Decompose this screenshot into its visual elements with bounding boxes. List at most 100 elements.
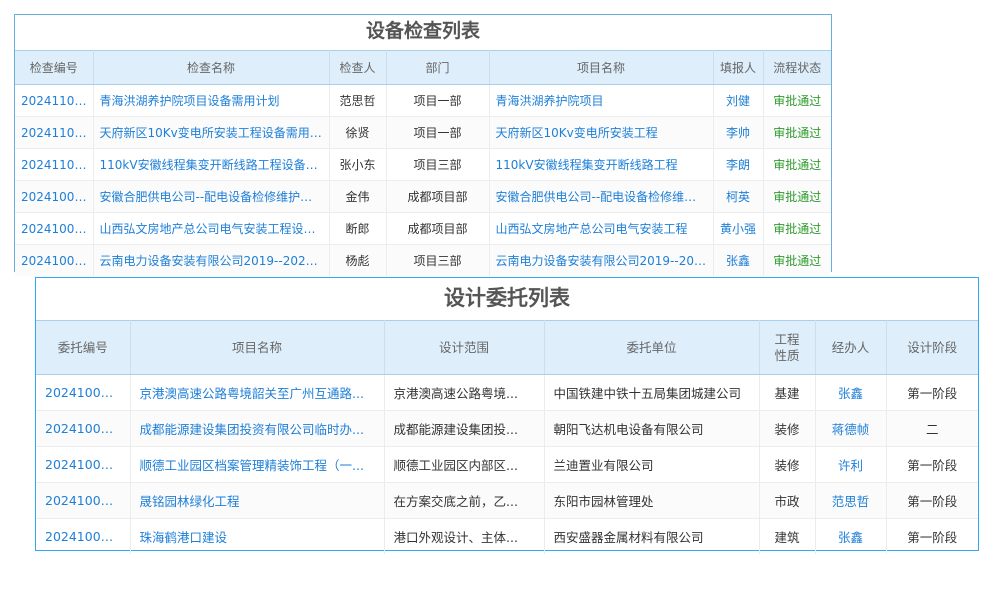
column-header-client-unit[interactable]: 委托单位 xyxy=(544,320,760,375)
project-name-cell[interactable]: 珠海鹤港口建设 xyxy=(130,518,385,554)
department-cell: 项目一部 xyxy=(386,116,490,149)
project-name-cell[interactable]: 天府新区10Kv变电所安装工程 xyxy=(489,116,714,149)
column-header-commission-no[interactable]: 委托编号 xyxy=(36,320,131,375)
handler-cell[interactable]: 范思哲 xyxy=(815,482,887,519)
inspection-list-panel: 设备检查列表 检查编号 检查名称 检查人 部门 项目名称 填报人 流程状态 20241100… xyxy=(14,14,832,276)
inspection-no-cell[interactable]: 20241000... xyxy=(15,180,94,213)
design-stage-cell: 第一阶段 xyxy=(886,482,978,519)
process-status-cell: 审批通过 xyxy=(763,244,831,276)
column-header-inspector[interactable]: 检查人 xyxy=(329,50,387,85)
design-scope-cell: 顺德工业园区内部区... xyxy=(384,446,545,483)
process-status-cell: 审批通过 xyxy=(763,212,831,245)
reporter-cell[interactable]: 黄小强 xyxy=(713,212,764,245)
inspector-cell: 金伟 xyxy=(329,180,387,213)
column-header-process-status[interactable]: 流程状态 xyxy=(763,50,831,85)
inspector-cell: 范思哲 xyxy=(329,84,387,117)
design-scope-cell: 在方案交底之前，乙... xyxy=(384,482,545,519)
department-cell: 项目三部 xyxy=(386,244,490,276)
table-row[interactable]: 2024100001 珠海鹤港口建设 港口外观设计、主体... 西安盛器金属材料有限公… xyxy=(36,518,978,554)
process-status-cell: 审批通过 xyxy=(763,148,831,181)
inspection-no-cell[interactable]: 20241000... xyxy=(15,212,94,245)
table-row[interactable]: 2024100005 京港澳高速公路粤境韶关至广州互通路... 京港澳高速公路粤境.… xyxy=(36,374,978,411)
department-cell: 项目三部 xyxy=(386,148,490,181)
design-stage-cell: 二 xyxy=(886,410,978,447)
process-status-cell: 审批通过 xyxy=(763,180,831,213)
project-name-cell[interactable]: 山西弘文房地产总公司电气安装工程 xyxy=(489,212,714,245)
reporter-cell[interactable]: 柯英 xyxy=(713,180,764,213)
project-type-cell: 市政 xyxy=(759,482,816,519)
design-scope-cell: 港口外观设计、主体... xyxy=(384,518,545,554)
column-header-inspection-no[interactable]: 检查编号 xyxy=(15,50,94,85)
project-name-cell[interactable]: 成都能源建设集团投资有限公司临时办... xyxy=(130,410,385,447)
handler-cell[interactable]: 张鑫 xyxy=(815,518,887,554)
reporter-cell[interactable]: 李帅 xyxy=(713,116,764,149)
reporter-cell[interactable]: 刘健 xyxy=(713,84,764,117)
commission-no-cell[interactable]: 2024100001 xyxy=(36,518,131,554)
inspection-name-cell[interactable]: 天府新区10Kv变电所安装工程设备需用计划 xyxy=(93,116,330,149)
project-name-cell[interactable]: 安徽合肥供电公司--配电设备检修维护... xyxy=(489,180,714,213)
inspection-name-cell[interactable]: 青海洪湖养护院项目设备需用计划 xyxy=(93,84,330,117)
handler-cell[interactable]: 张鑫 xyxy=(815,374,887,411)
commission-no-cell[interactable]: 2024100004 xyxy=(36,410,131,447)
process-status-cell: 审批通过 xyxy=(763,116,831,149)
table-row[interactable]: 2024100003 顺德工业园区档案管理精装饰工程（一... 顺德工业园区内部区.… xyxy=(36,446,978,483)
handler-cell[interactable]: 蒋德帧 xyxy=(815,410,887,447)
column-header-project-name[interactable]: 项目名称 xyxy=(130,320,385,375)
design-list-panel: 设计委托列表 委托编号 项目名称 设计范围 委托单位 工程性质 经办人 设计阶段 20241… xyxy=(35,277,979,554)
department-cell: 成都项目部 xyxy=(386,180,490,213)
project-name-cell[interactable]: 110kV安徽线程集变开断线路工程 xyxy=(489,148,714,181)
inspection-name-cell[interactable]: 山西弘文房地产总公司电气安装工程设备... xyxy=(93,212,330,245)
table-row[interactable]: 2024100004 成都能源建设集团投资有限公司临时办... 成都能源建设集团投.… xyxy=(36,410,978,447)
project-type-cell: 装修 xyxy=(759,446,816,483)
project-name-cell[interactable]: 晟铭园林绿化工程 xyxy=(130,482,385,519)
column-header-project-type[interactable]: 工程性质 xyxy=(759,320,816,375)
commission-no-cell[interactable]: 2024100005 xyxy=(36,374,131,411)
inspector-cell: 张小东 xyxy=(329,148,387,181)
column-header-reporter[interactable]: 填报人 xyxy=(713,50,764,85)
table-row[interactable]: 2024100002 晟铭园林绿化工程 在方案交底之前，乙... 东阳市园林管理处 市政… xyxy=(36,482,978,519)
column-header-project-name[interactable]: 项目名称 xyxy=(489,50,714,85)
commission-no-cell[interactable]: 2024100003 xyxy=(36,446,131,483)
inspection-name-cell[interactable]: 云南电力设备安装有限公司2019--2020年... xyxy=(93,244,330,276)
department-cell: 项目一部 xyxy=(386,84,490,117)
inspection-no-cell[interactable]: 20241000... xyxy=(15,244,94,276)
project-type-cell: 基建 xyxy=(759,374,816,411)
client-unit-cell: 朝阳飞达机电设备有限公司 xyxy=(544,410,760,447)
project-type-cell: 建筑 xyxy=(759,518,816,554)
design-stage-cell: 第一阶段 xyxy=(907,530,958,545)
inspector-cell: 断郎 xyxy=(329,212,387,245)
design-scope-cell: 京港澳高速公路粤境... xyxy=(384,374,545,411)
project-name-cell[interactable]: 青海洪湖养护院项目 xyxy=(489,84,714,117)
column-header-handler[interactable]: 经办人 xyxy=(815,320,887,375)
inspection-no-cell[interactable]: 2024110001 xyxy=(15,148,94,181)
project-name-cell[interactable]: 京港澳高速公路粤境韶关至广州互通路... xyxy=(130,374,385,411)
client-unit-cell: 东阳市园林管理处 xyxy=(544,482,760,519)
design-stage-cell: 第一阶段 xyxy=(886,374,978,411)
table-row[interactable]: 2024110001 110kV安徽线程集变开断线路工程设备需... 张小东 项目三部… xyxy=(15,148,831,181)
table-row[interactable]: 20241000... 云南电力设备安装有限公司2019--2020年... 杨彪项… xyxy=(15,244,831,276)
commission-no-cell[interactable]: 2024100002 xyxy=(36,482,131,519)
inspection-name-cell[interactable]: 安徽合肥供电公司--配电设备检修维护和... xyxy=(93,180,330,213)
table-row[interactable]: 20241000... 安徽合肥供电公司--配电设备检修维护和... 金伟 成都项目部… xyxy=(15,180,831,213)
client-unit-cell: 兰迪置业有限公司 xyxy=(544,446,760,483)
column-header-design-stage[interactable]: 设计阶段 xyxy=(886,320,978,375)
department-cell: 成都项目部 xyxy=(386,212,490,245)
reporter-cell[interactable]: 李朗 xyxy=(713,148,764,181)
inspection-table: 检查编号 检查名称 检查人 部门 项目名称 填报人 流程状态 2024110003 青海洪湖养… xyxy=(15,50,831,276)
column-header-design-scope[interactable]: 设计范围 xyxy=(384,320,545,375)
project-name-cell[interactable]: 顺德工业园区档案管理精装饰工程（一... xyxy=(130,446,385,483)
table-header-row: 检查编号 检查名称 检查人 部门 项目名称 填报人 流程状态 xyxy=(15,50,831,85)
table-row[interactable]: 2024110003 青海洪湖养护院项目设备需用计划 范思哲 项目一部 青海洪湖养护院项… xyxy=(15,84,831,117)
inspection-name-cell[interactable]: 110kV安徽线程集变开断线路工程设备需... xyxy=(93,148,330,181)
table-row[interactable]: 2024110002 天府新区10Kv变电所安装工程设备需用计划 徐贤 项目一部 天府新… xyxy=(15,116,831,149)
reporter-cell[interactable]: 张鑫 xyxy=(713,244,764,276)
column-header-department[interactable]: 部门 xyxy=(386,50,490,85)
inspection-no-cell[interactable]: 2024110003 xyxy=(15,84,94,117)
inspection-no-cell[interactable]: 2024110002 xyxy=(15,116,94,149)
process-status-cell: 审批通过 xyxy=(763,84,831,117)
inspector-cell: 徐贤 xyxy=(329,116,387,149)
handler-cell[interactable]: 许利 xyxy=(815,446,887,483)
column-header-inspection-name[interactable]: 检查名称 xyxy=(93,50,330,85)
table-row[interactable]: 20241000... 山西弘文房地产总公司电气安装工程设备... 断郎 成都项目部山… xyxy=(15,212,831,245)
project-name-cell[interactable]: 云南电力设备安装有限公司2019--202... xyxy=(489,244,714,276)
